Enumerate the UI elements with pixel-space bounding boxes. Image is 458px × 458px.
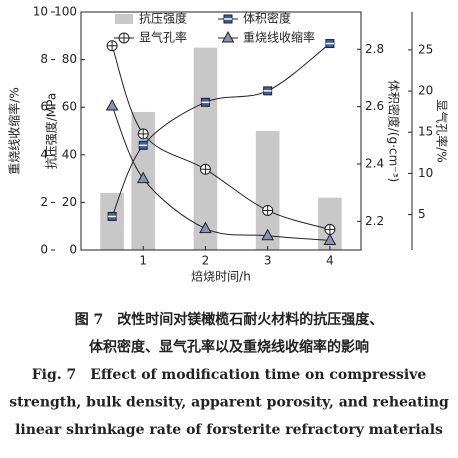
marker-detail bbox=[324, 224, 335, 235]
y-tick-label: 4 bbox=[40, 147, 48, 161]
triangle-marker bbox=[136, 171, 150, 184]
marker-detail bbox=[262, 205, 273, 216]
bar bbox=[100, 192, 124, 250]
marker-detail bbox=[200, 164, 211, 175]
x-tick-label: 1 bbox=[139, 254, 147, 268]
x-tick-label: 2 bbox=[202, 254, 210, 268]
y-tick-label: 0 bbox=[69, 243, 77, 257]
bar bbox=[318, 197, 342, 250]
y-tick-label: 2.2 bbox=[365, 214, 384, 228]
legend-label: 抗压强度 bbox=[139, 11, 187, 26]
y-tick-label: 10 bbox=[33, 5, 48, 19]
y-axis-label: 体积密度/(g·cm⁻³) bbox=[387, 80, 402, 182]
y-tick-label: 2.6 bbox=[365, 99, 384, 113]
y-tick-label: 2.4 bbox=[365, 156, 384, 170]
y-tick-label: 6 bbox=[40, 100, 48, 114]
caption-line: Fig. 7 Effect of modification time on co… bbox=[32, 367, 427, 383]
x-tick-label: 3 bbox=[264, 254, 272, 268]
marker-detail bbox=[107, 40, 118, 51]
triangle-marker bbox=[221, 30, 235, 43]
y-tick-label: 40 bbox=[62, 147, 77, 161]
y-tick-label: 0 bbox=[40, 243, 48, 257]
y-tick-label: 25 bbox=[418, 42, 433, 56]
legend-label: 重烧线收缩率 bbox=[243, 30, 315, 45]
y-tick-label: 20 bbox=[418, 84, 433, 98]
bar bbox=[193, 47, 218, 251]
legend-label: 体积密度 bbox=[243, 11, 291, 26]
y-tick-label: 2.8 bbox=[365, 42, 384, 56]
caption-line: strength, bulk density, apparent porosit… bbox=[9, 395, 449, 411]
caption-line: 图 7 改性时间对镁橄榄石耐火材料的抗压强度、 bbox=[75, 311, 384, 328]
plot-frame bbox=[80, 11, 362, 251]
y-tick-label: 100 bbox=[54, 5, 77, 19]
y-tick-label: 20 bbox=[62, 195, 77, 209]
y-axis-label: 抗压强度/MPa bbox=[44, 93, 59, 169]
y-tick-label: 15 bbox=[418, 125, 433, 139]
triangle-marker bbox=[323, 233, 337, 245]
bar bbox=[255, 131, 280, 250]
triangle-marker bbox=[261, 228, 275, 241]
y-axis-label: 重烧线收缩率/% bbox=[7, 87, 22, 174]
y-tick-label: 5 bbox=[418, 207, 426, 221]
caption-line: linear shrinkage rate of forsterite refr… bbox=[15, 422, 443, 438]
y-tick-label: 10 bbox=[418, 166, 433, 180]
y-tick-label: 8 bbox=[40, 52, 48, 66]
legend-swatch bbox=[115, 14, 133, 24]
marker-detail bbox=[119, 33, 129, 43]
y-tick-label: 60 bbox=[62, 100, 77, 114]
triangle-marker bbox=[199, 221, 212, 234]
triangle-marker bbox=[105, 98, 119, 111]
x-tick-label: 4 bbox=[326, 254, 334, 268]
y-tick-label: 2 bbox=[40, 195, 48, 209]
caption-line: 体积密度、显气孔率以及重烧线收缩率的影响 bbox=[89, 339, 369, 356]
marker-detail bbox=[138, 128, 149, 139]
x-axis-label: 焙烧时间/h bbox=[191, 269, 251, 284]
y-axis-label: 显气孔率/% bbox=[435, 99, 450, 162]
y-tick-label: 80 bbox=[62, 52, 77, 66]
legend-label: 显气孔率 bbox=[139, 30, 187, 45]
